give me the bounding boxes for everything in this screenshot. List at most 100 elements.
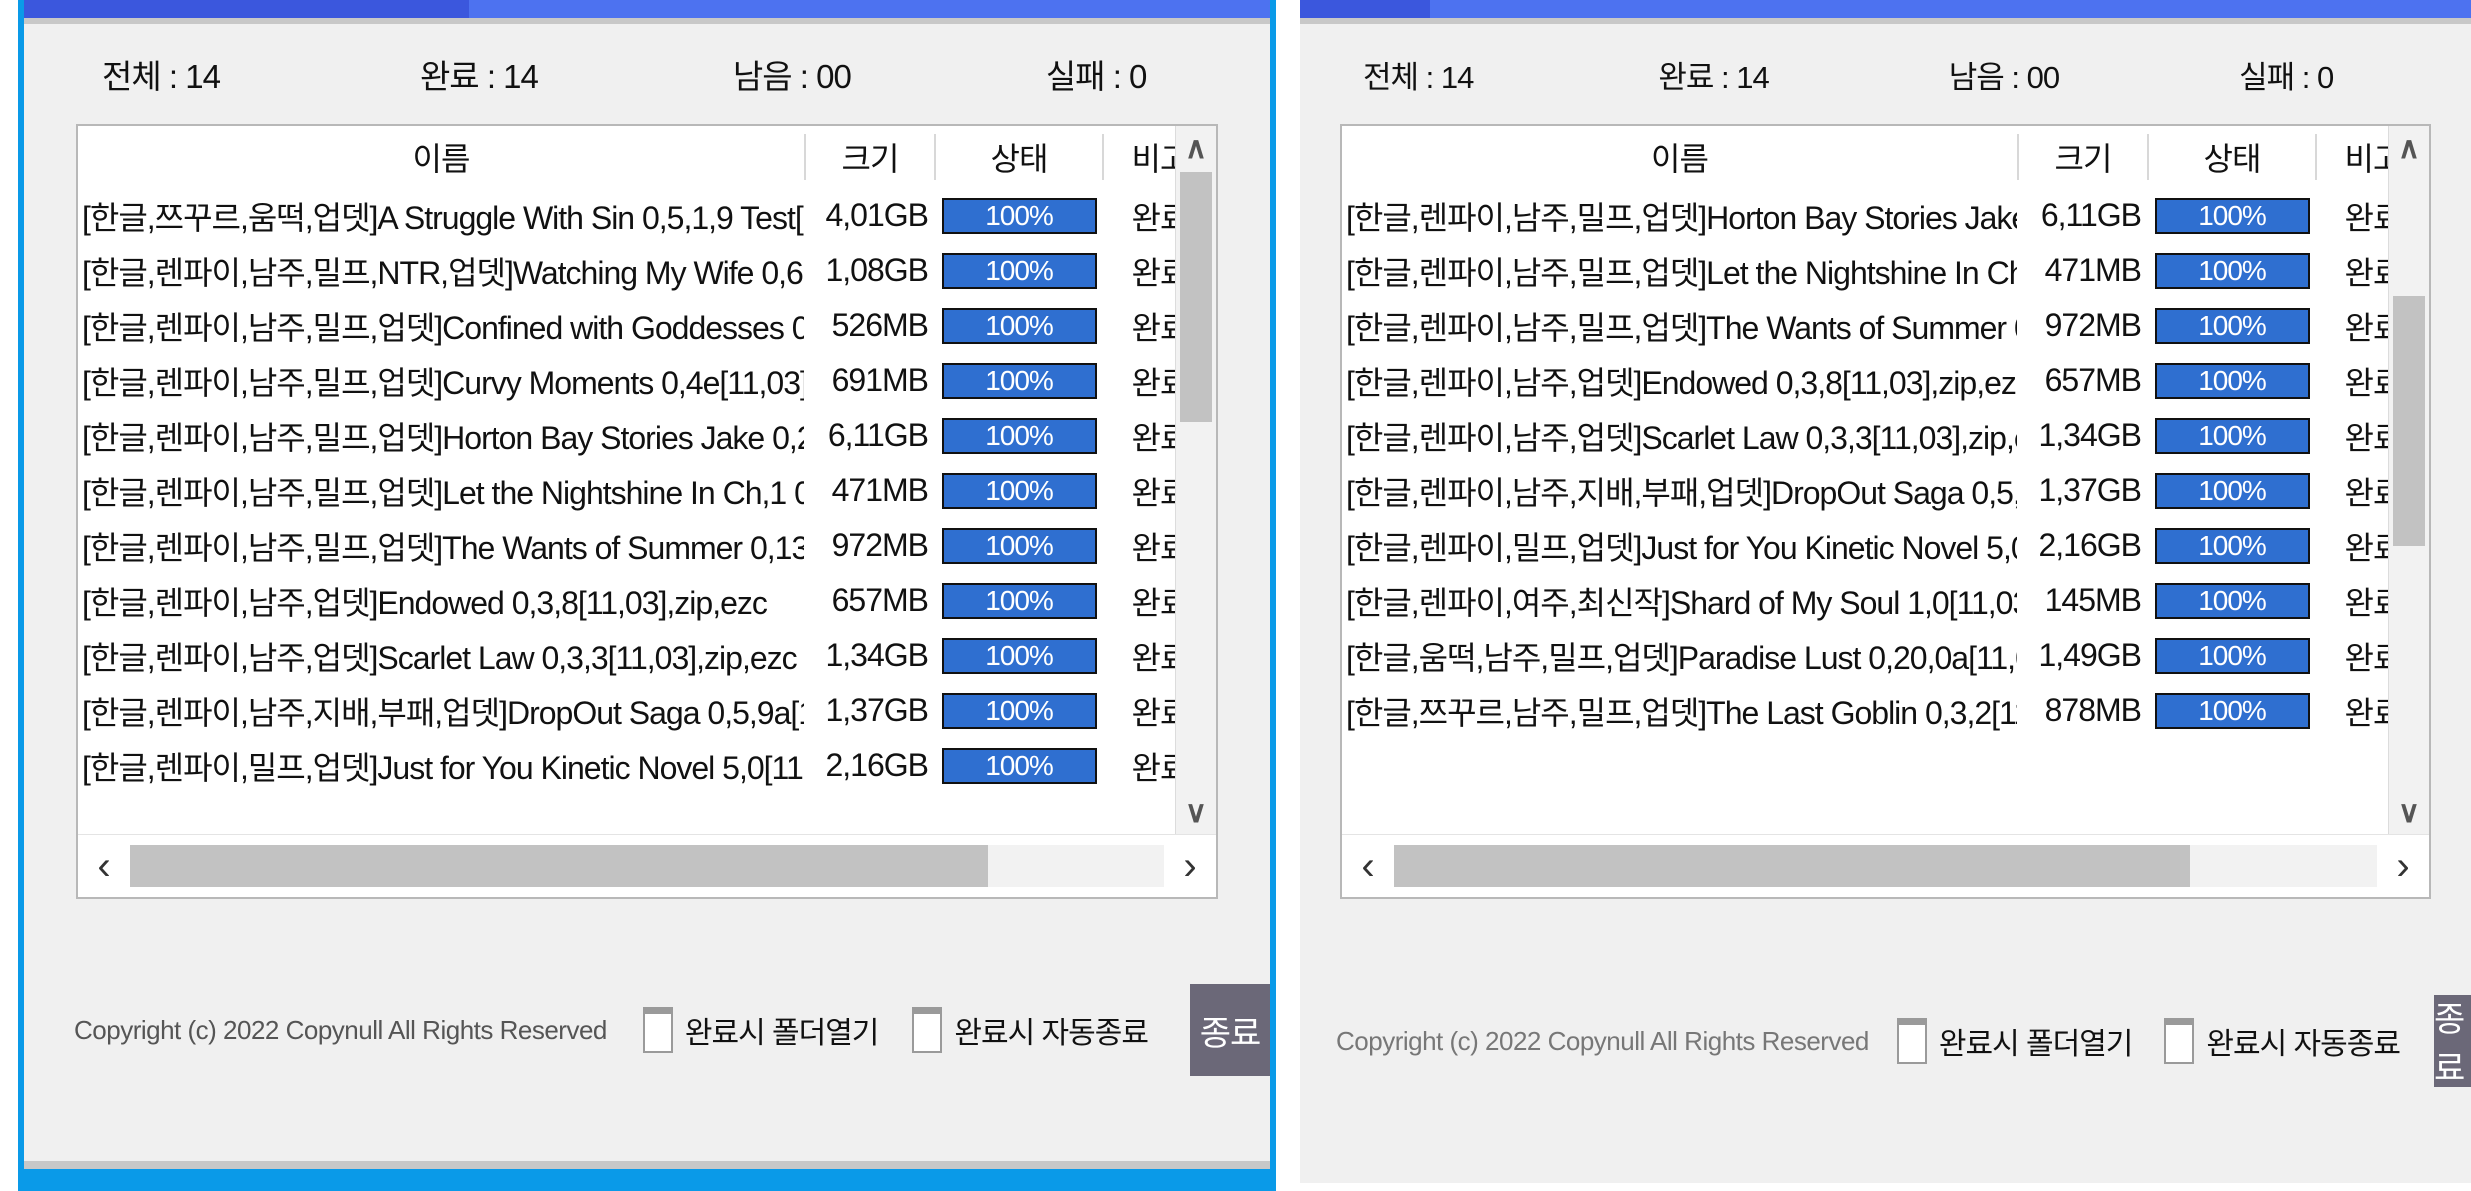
column-header-size-left[interactable]: 크기 [804, 134, 934, 180]
table-row[interactable]: [한글,렌파이,밀프,업뎃]Just for You Kinetic Novel… [1342, 518, 2429, 573]
titlebar-right-segment-light [1430, 0, 2471, 18]
row-name: [한글,렌파이,여주,최신작]Shard of My Soul 1,0[11,0… [1346, 584, 2017, 621]
horizontal-scrollbar-track[interactable] [1394, 845, 2377, 887]
table-row[interactable]: [한글,렌파이,남주,밀프,업뎃]Confined with Goddesses… [78, 298, 1216, 353]
table-row[interactable]: [한글,렌파이,남주,밀프,업뎃]Let the Nightshine In C… [1342, 243, 2429, 298]
column-header-name-right[interactable]: 이름 [1651, 141, 1709, 177]
table-row[interactable]: [한글,쯔꾸르,움떡,업뎃]A Struggle With Sin 0,5,1,… [78, 188, 1216, 243]
column-header-row-right: 이름 크기 상태 비고 [1342, 126, 2429, 188]
row-status: 100% [2147, 692, 2317, 729]
row-name: [한글,렌파이,밀프,업뎃]Just for You Kinetic Novel… [82, 749, 804, 786]
horizontal-scrollbar-track[interactable] [130, 845, 1164, 887]
horizontal-scrollbar-right[interactable]: ‹ › [1342, 834, 2429, 897]
row-status: 100% [934, 252, 1104, 289]
stat-total-left: 전체 : 14 [102, 58, 221, 95]
window-top-edge-right [1300, 18, 2471, 24]
row-size: 6,11GB [827, 417, 929, 453]
row-size: 657MB [2044, 362, 2142, 398]
exit-button-left[interactable]: 종료 [1189, 984, 1270, 1076]
stat-failed-right: 실패 : 0 [2239, 59, 2334, 95]
row-status: 100% [934, 307, 1104, 344]
table-row[interactable]: [한글,렌파이,남주,업뎃]Endowed 0,3,8[11,03],zip,e… [78, 573, 1216, 628]
table-row[interactable]: [한글,렌파이,남주,밀프,업뎃]The Wants of Summer 0,1… [78, 518, 1216, 573]
download-grid-right: 이름 크기 상태 비고 [한글,렌파이,남주,밀프,업뎃]Horton Bay … [1342, 126, 2429, 834]
row-status: 100% [934, 417, 1104, 454]
horizontal-scrollbar-thumb[interactable] [130, 845, 989, 887]
download-manager-window-right[interactable]: 전체 : 14 완료 : 14 남음 : 00 실패 : 0 이름 크기 상태 … [1300, 0, 2471, 1191]
checkbox-auto-exit-left[interactable]: 완료시 자동종료 [912, 1007, 1149, 1053]
table-row[interactable]: [한글,렌파이,밀프,업뎃]Just for You Kinetic Novel… [78, 738, 1216, 793]
scroll-left-icon[interactable]: ‹ [1361, 844, 1375, 888]
row-name: [한글,움떡,남주,밀프,업뎃]Paradise Lust 0,20,0a[11… [1346, 639, 2017, 676]
checkbox-open-folder-right[interactable]: 완료시 폴더열기 [1896, 1018, 2133, 1064]
scroll-left-icon[interactable]: ‹ [97, 844, 111, 888]
table-row[interactable]: [한글,렌파이,남주,밀프,업뎃]Let the Nightshine In C… [78, 463, 1216, 518]
window-bottom-edge-left [24, 1161, 1270, 1169]
row-size: 1,49GB [2038, 637, 2142, 673]
vertical-scrollbar-left[interactable]: ∧ ∨ [1175, 126, 1216, 834]
download-grid-left: 이름 크기 상태 비고 [한글,쯔꾸르,움떡,업뎃]A Struggle Wit… [78, 126, 1216, 834]
row-size: 1,34GB [825, 637, 929, 673]
table-row[interactable]: [한글,렌파이,여주,최신작]Shard of My Soul 1,0[11,0… [1342, 573, 2429, 628]
row-status: 100% [2147, 637, 2317, 674]
stats-bar-right: 전체 : 14 완료 : 14 남음 : 00 실패 : 0 [1300, 24, 2471, 124]
row-size: 691MB [831, 362, 929, 398]
row-name: [한글,렌파이,남주,밀프,업뎃]The Wants of Summer 0,1… [82, 529, 804, 566]
copyright-text: Copyright (c) 2022 Copynull All Rights R… [1336, 1025, 1869, 1056]
stat-completed-left: 완료 : 14 [419, 58, 539, 95]
progress-bar: 100% [2154, 582, 2310, 619]
table-row[interactable]: [한글,렌파이,남주,밀프,업뎃]Horton Bay Stories Jake… [1342, 188, 2429, 243]
checkbox-open-folder-left[interactable]: 완료시 폴더열기 [642, 1007, 879, 1053]
download-list-left[interactable]: 이름 크기 상태 비고 [한글,쯔꾸르,움떡,업뎃]A Struggle Wit… [76, 124, 1218, 899]
row-size: 878MB [2044, 692, 2142, 728]
row-size: 1,37GB [825, 692, 929, 728]
progress-bar: 100% [941, 747, 1097, 784]
progress-bar: 100% [941, 417, 1097, 454]
table-row[interactable]: [한글,렌파이,남주,밀프,업뎃]Horton Bay Stories Jake… [78, 408, 1216, 463]
stats-bar-left: 전체 : 14 완료 : 14 남음 : 00 실패 : 0 [24, 24, 1270, 124]
scroll-up-icon[interactable]: ∧ [1185, 131, 1207, 165]
checkbox-auto-exit-right[interactable]: 완료시 자동종료 [2164, 1018, 2401, 1064]
vertical-scrollbar-right[interactable]: ∧ ∨ [2388, 126, 2429, 834]
table-row[interactable]: [한글,렌파이,남주,업뎃]Endowed 0,3,8[11,03],zip,e… [1342, 353, 2429, 408]
column-header-status-right[interactable]: 상태 [2147, 134, 2317, 180]
table-row[interactable]: [한글,렌파이,남주,업뎃]Scarlet Law 0,3,3[11,03],z… [78, 628, 1216, 683]
column-header-size-right[interactable]: 크기 [2017, 134, 2147, 180]
table-row[interactable]: [한글,움떡,남주,밀프,업뎃]Paradise Lust 0,20,0a[11… [1342, 628, 2429, 683]
checkbox-icon[interactable] [912, 1007, 943, 1053]
table-row[interactable]: [한글,렌파이,남주,밀프,NTR,업뎃]Watching My Wife 0,… [78, 243, 1216, 298]
download-manager-window-left[interactable]: 전체 : 14 완료 : 14 남음 : 00 실패 : 0 이름 크기 상태 … [18, 0, 1276, 1191]
download-list-right[interactable]: 이름 크기 상태 비고 [한글,렌파이,남주,밀프,업뎃]Horton Bay … [1340, 124, 2431, 899]
horizontal-scrollbar-thumb[interactable] [1394, 845, 2191, 887]
scroll-down-icon[interactable]: ∨ [2398, 795, 2420, 829]
window-body-right: 전체 : 14 완료 : 14 남음 : 00 실패 : 0 이름 크기 상태 … [1300, 24, 2471, 1191]
column-header-status-left[interactable]: 상태 [934, 134, 1104, 180]
vertical-scrollbar-thumb[interactable] [1180, 172, 1212, 422]
row-size: 1,37GB [2038, 472, 2142, 508]
vertical-scrollbar-thumb[interactable] [2393, 296, 2425, 546]
stat-completed-right: 완료 : 14 [1658, 59, 1769, 95]
horizontal-scrollbar-left[interactable]: ‹ › [78, 834, 1216, 897]
table-row[interactable]: [한글,렌파이,남주,밀프,업뎃]Curvy Moments 0,4e[11,0… [78, 353, 1216, 408]
column-header-name-left[interactable]: 이름 [412, 141, 471, 177]
checkbox-icon[interactable] [642, 1007, 673, 1053]
progress-bar: 100% [2154, 307, 2310, 344]
checkbox-icon[interactable] [1896, 1018, 1927, 1064]
row-name: [한글,렌파이,남주,밀프,NTR,업뎃]Watching My Wife 0,… [82, 254, 804, 291]
titlebar-left[interactable] [24, 0, 1270, 18]
table-row[interactable]: [한글,렌파이,남주,밀프,업뎃]The Wants of Summer 0,1… [1342, 298, 2429, 353]
exit-button-right[interactable]: 종료 [2433, 995, 2471, 1088]
scroll-right-icon[interactable]: › [1183, 844, 1197, 888]
scroll-down-icon[interactable]: ∨ [1185, 795, 1207, 829]
row-size: 2,16GB [825, 747, 929, 783]
checkbox-icon[interactable] [2164, 1018, 2195, 1064]
titlebar-right[interactable] [1300, 0, 2471, 18]
table-row[interactable]: [한글,렌파이,남주,지배,부패,업뎃]DropOut Saga 0,5,9a[… [1342, 463, 2429, 518]
table-row[interactable]: [한글,쯔꾸르,남주,밀프,업뎃]The Last Goblin 0,3,2[1… [1342, 683, 2429, 738]
table-row[interactable]: [한글,렌파이,남주,지배,부패,업뎃]DropOut Saga 0,5,9a[… [78, 683, 1216, 738]
row-size: 2,16GB [2038, 527, 2142, 563]
table-row[interactable]: [한글,렌파이,남주,업뎃]Scarlet Law 0,3,3[11,03],z… [1342, 408, 2429, 463]
scroll-up-icon[interactable]: ∧ [2398, 131, 2420, 165]
scroll-right-icon[interactable]: › [2396, 844, 2410, 888]
